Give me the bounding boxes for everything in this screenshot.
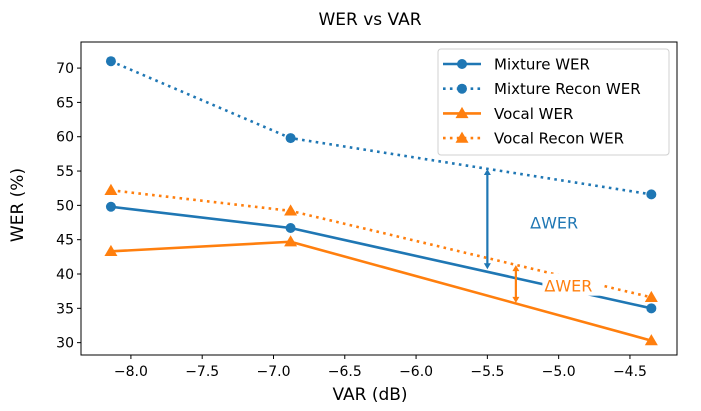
y-tick-label: 60 (56, 130, 74, 146)
data-point-vocal-recon-wer (104, 183, 118, 195)
y-tick-label: 65 (56, 95, 74, 111)
x-tick-label: −6.0 (399, 364, 433, 380)
delta-arrow-head-bottom (512, 296, 520, 303)
series-mixture-wer (105, 201, 657, 314)
delta-wer-annotation: ΔWER (512, 265, 603, 303)
legend-label: Mixture Recon WER (494, 80, 641, 98)
data-point-mixture-recon-wer (285, 133, 296, 144)
legend-item-vocal-recon-wer: Vocal Recon WER (443, 130, 624, 148)
legend-box (437, 48, 670, 156)
data-point-vocal-wer (644, 334, 658, 346)
annotations: ΔWER ΔWER (483, 168, 603, 303)
series-vocal-recon-wer (104, 183, 658, 303)
data-point-mixture-wer (285, 223, 296, 234)
data-point-mixture-recon-wer (646, 189, 657, 200)
y-tick-label: 40 (56, 267, 74, 283)
data-point-mixture-wer (105, 201, 116, 212)
legend-marker (455, 106, 469, 119)
legend-item-mixture-wer: Mixture WER (443, 56, 590, 74)
legend-marker (457, 83, 467, 94)
y-tick-label: 30 (56, 336, 74, 352)
y-tick-label: 45 (56, 233, 74, 249)
series-mixture-recon-wer (105, 56, 657, 200)
delta-wer-label: ΔWER (544, 277, 592, 296)
delta-arrow-head-bottom (483, 263, 491, 270)
delta-wer-annotation: ΔWER (483, 168, 578, 270)
y-tick-label: 50 (56, 198, 74, 214)
data-point-vocal-wer (284, 235, 298, 247)
x-tick-label: −8.0 (114, 364, 148, 380)
x-tick-label: −5.0 (542, 364, 576, 380)
x-tick-label: −5.5 (470, 364, 504, 380)
legend-marker (457, 59, 467, 69)
legend-label: Vocal Recon WER (494, 130, 624, 148)
x-tick-label: −7.5 (185, 364, 219, 380)
data-point-mixture-wer (646, 303, 657, 314)
legend-item-mixture-recon-wer: Mixture Recon WER (443, 80, 641, 98)
y-tick-label: 70 (56, 61, 74, 77)
data-point-vocal-recon-wer (284, 204, 298, 216)
delta-arrow-head-top (512, 265, 520, 272)
legend-label: Mixture WER (494, 56, 590, 74)
delta-arrow-head-top (483, 168, 491, 175)
x-axis: −8.0 −7.5 −7.0 −6.5 −6.0 −5.5 −5.0 −4.5 (114, 355, 647, 380)
x-tick-label: −6.5 (328, 364, 362, 380)
axes-frame (80, 41, 678, 356)
series-vocal-wer (104, 235, 658, 346)
legend-item-vocal-wer: Vocal WER (443, 105, 573, 123)
legend-marker (455, 131, 469, 143)
data-point-vocal-recon-wer (644, 290, 658, 303)
x-tick-label: −4.5 (613, 364, 647, 380)
delta-label-box (542, 273, 603, 296)
legend-label: Vocal WER (494, 105, 573, 123)
y-tick-label: 35 (56, 301, 74, 317)
y-axis: 30 35 40 45 50 55 60 65 70 (56, 61, 81, 352)
y-tick-label: 55 (56, 164, 74, 180)
x-axis-label: VAR (dB) (332, 385, 407, 405)
plot-area (104, 56, 658, 346)
chart-title: WER vs VAR (318, 10, 421, 30)
delta-wer-label: ΔWER (530, 214, 578, 233)
y-axis-label: WER (%) (8, 168, 28, 242)
x-tick-label: −7.0 (256, 364, 290, 380)
data-point-vocal-wer (104, 244, 118, 257)
data-point-mixture-recon-wer (105, 56, 116, 67)
legend: Mixture WER Mixture Recon WER Vocal WER Voc… (437, 48, 670, 156)
